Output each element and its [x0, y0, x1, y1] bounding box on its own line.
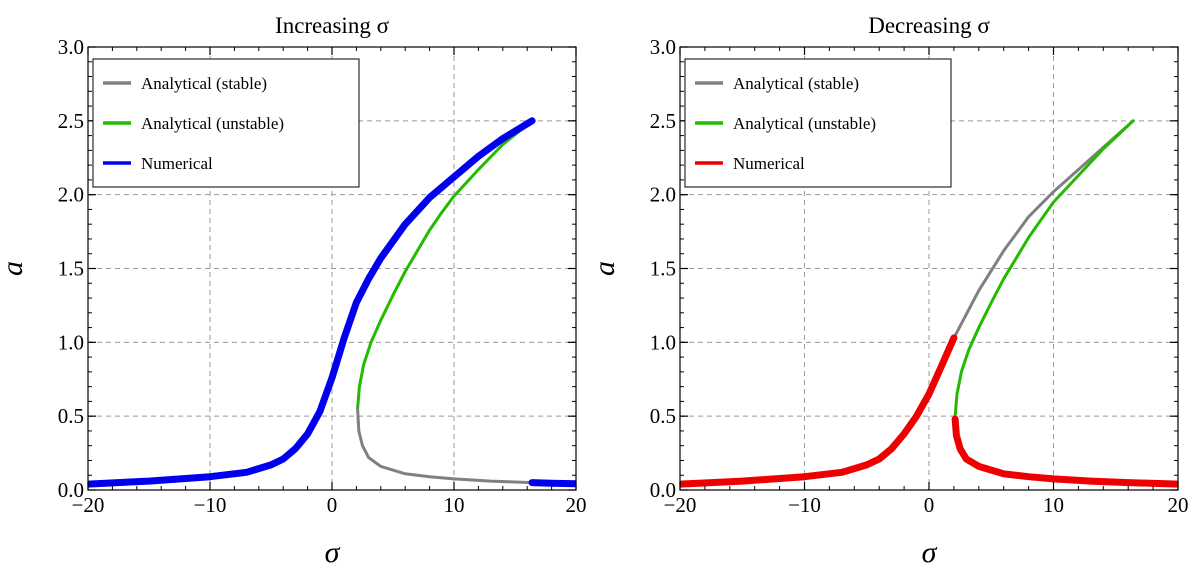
x-tick-label: 10 — [1043, 493, 1064, 517]
y-tick-label: 0.5 — [58, 404, 84, 428]
legend: Analytical (stable) Analytical (unstable)… — [684, 58, 952, 188]
y-axis-label: a — [0, 261, 29, 276]
x-tick-label: −10 — [788, 493, 821, 517]
legend: Analytical (stable) Analytical (unstable)… — [92, 58, 360, 188]
series-line-0 — [952, 119, 1135, 340]
legend-entry: Numerical — [141, 154, 213, 173]
y-tick-label: 3.0 — [58, 35, 84, 59]
y-tick-label: 2.5 — [58, 109, 84, 133]
y-tick-label: 0.0 — [650, 478, 676, 502]
series-line-1 — [356, 119, 534, 411]
x-tick-label: −10 — [194, 493, 227, 517]
series-line-3 — [951, 415, 1178, 488]
x-tick-label: −20 — [72, 493, 105, 517]
panel-decreasing-sigma: −20 −10 0 10 20 0.0 0.5 1.0 1.5 2.0 2.5 3.0 Decreasi… — [588, 13, 1189, 569]
y-tick-label: 2.0 — [650, 183, 676, 207]
y-axis-label: a — [588, 261, 621, 276]
x-tick-label: 10 — [444, 493, 465, 517]
legend-box — [92, 58, 360, 188]
panel-title: Increasing σ — [275, 13, 390, 38]
y-tick-label: 0.0 — [58, 478, 84, 502]
x-tick-label: 20 — [1168, 493, 1189, 517]
legend-box — [684, 58, 952, 188]
series-line-1 — [953, 119, 1135, 418]
legend-entry: Analytical (unstable) — [733, 114, 876, 133]
y-tick-label: 2.0 — [58, 183, 84, 207]
x-tick-label: 0 — [327, 493, 338, 517]
y-tick-label: 1.0 — [650, 330, 676, 354]
legend-entry: Analytical (stable) — [141, 74, 267, 93]
panel-increasing-sigma: −20 −10 0 10 20 0.0 0.5 1.0 1.5 2.0 2.5 3.0 Increasi… — [0, 13, 587, 569]
y-tick-label: 1.5 — [58, 257, 84, 281]
y-tick-label: 0.5 — [650, 404, 676, 428]
series-line-2 — [356, 407, 534, 485]
series-line-3 — [88, 117, 536, 488]
y-tick-label: 3.0 — [650, 35, 676, 59]
x-tick-label: 20 — [566, 493, 587, 517]
x-tick-label: −20 — [664, 493, 697, 517]
y-tick-label: 1.5 — [650, 257, 676, 281]
series-line-2 — [680, 334, 958, 488]
x-axis-label: σ — [922, 536, 938, 569]
legend-entry: Numerical — [733, 154, 805, 173]
x-tick-label: 0 — [924, 493, 935, 517]
legend-entry: Analytical (stable) — [733, 74, 859, 93]
series-line-4 — [528, 479, 576, 488]
x-axis-label: σ — [325, 536, 341, 569]
y-tick-label: 1.0 — [58, 330, 84, 354]
y-tick-label: 2.5 — [650, 109, 676, 133]
legend-entry: Analytical (unstable) — [141, 114, 284, 133]
panel-title: Decreasing σ — [868, 13, 990, 38]
